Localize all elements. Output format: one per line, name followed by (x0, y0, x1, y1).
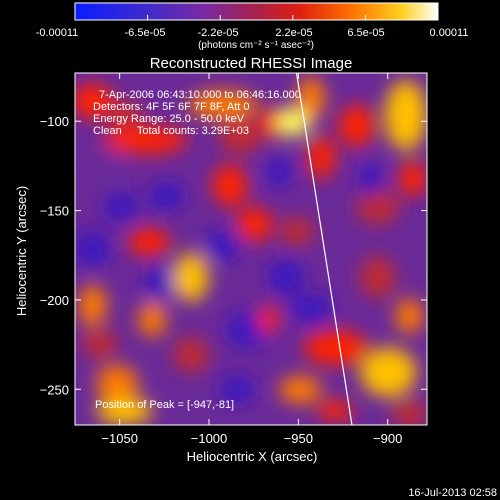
colorbar-tick-label: 2.2e-05 (275, 27, 312, 39)
colorbar-tick-label: 6.5e-05 (347, 27, 384, 39)
image-blob (148, 182, 185, 211)
colorbar-units-label: (photons cm⁻² s⁻¹ asec⁻²) (198, 40, 314, 51)
image-blob (391, 400, 427, 425)
y-tick-label: −250 (40, 382, 69, 397)
chart-title: Reconstructed RHESSI Image (150, 55, 353, 72)
x-tick-label: −1000 (191, 431, 228, 446)
image-blob (96, 365, 139, 401)
image-blob (279, 375, 322, 404)
x-tick-label: −900 (373, 431, 402, 446)
annotation-time-range: 7-Apr-2006 06:43:10.000 to 06:46:16.000 (99, 89, 301, 101)
x-axis-label: Heliocentric X (arcsec) (187, 449, 318, 464)
image-blob (127, 227, 171, 257)
annotation-detectors: Detectors: 4F 5F 6F 7F 8F, Att 0 (93, 101, 250, 113)
y-axis-ticks (75, 120, 427, 390)
image-blobs (75, 76, 427, 425)
image-blob (106, 101, 142, 130)
image-blob (360, 161, 382, 197)
colorbar-ticks (74, 15, 439, 20)
image-blob (360, 347, 417, 397)
image-blob (275, 108, 311, 137)
image-blob (360, 256, 396, 299)
image-blob (103, 125, 188, 154)
colorbar-tick-label: 0.00011 (430, 27, 469, 39)
image-blob (395, 298, 424, 334)
image-blob (303, 329, 368, 366)
image-blob (173, 252, 209, 302)
image-blob (75, 83, 114, 119)
y-axis-tick-labels: −250 −200 −150 −100 (40, 114, 69, 397)
x-axis-ticks (119, 73, 389, 425)
y-tick-label: −200 (40, 293, 69, 308)
image-blob (307, 136, 336, 179)
image-blob (258, 305, 280, 334)
image-blob (82, 329, 118, 359)
image-blob (289, 294, 332, 323)
solar-limb-line (295, 73, 353, 425)
image-blob (96, 396, 153, 425)
image-blob (78, 284, 107, 327)
image-blob (296, 76, 325, 119)
image-blob (205, 231, 241, 260)
annotation-peak-position: Position of Peak = [-947,-81] (95, 399, 234, 411)
image-blob (317, 400, 354, 422)
image-blob (103, 192, 139, 221)
image-blob (138, 301, 167, 337)
colorbar (74, 2, 439, 21)
image-blob (226, 312, 269, 348)
y-axis-label: Heliocentric Y (arcsec) (14, 186, 29, 316)
image-blob (268, 259, 304, 295)
image-blob (265, 157, 294, 186)
plot-frame (74, 72, 428, 426)
image-blob (356, 189, 399, 225)
image-blob (219, 118, 262, 154)
image-blob (279, 217, 315, 246)
image-blob (187, 90, 259, 119)
image-blob (75, 231, 111, 267)
image-blob (89, 146, 125, 183)
image-blob (145, 266, 174, 302)
y-tick-label: −100 (40, 114, 69, 129)
colorbar-tick-label: -0.00011 (36, 27, 79, 39)
image-blob (173, 337, 209, 373)
image-blob (384, 80, 427, 151)
annotation-clean-counts: Clean Total counts: 3.29E+03 (93, 125, 249, 137)
image-blob (212, 164, 248, 207)
image-blob (219, 375, 255, 404)
image-blob (339, 104, 375, 147)
image-blob (398, 161, 427, 197)
colorbar-tick-label: -2.2e-05 (198, 27, 239, 39)
y-tick-label: −150 (40, 204, 69, 219)
x-axis-tick-labels: −1050 −1000 −950 −900 (101, 431, 402, 446)
x-tick-label: −950 (284, 431, 313, 446)
colorbar-tick-label: -6.5e-05 (125, 27, 166, 39)
image-blob (236, 206, 273, 242)
annotation-energy-range: Energy Range: 25.0 - 50.0 keV (93, 113, 245, 125)
image-area (75, 73, 427, 425)
x-tick-label: −1050 (101, 431, 138, 446)
footer-timestamp: 16-Jul-2013 02:58 (408, 487, 497, 499)
